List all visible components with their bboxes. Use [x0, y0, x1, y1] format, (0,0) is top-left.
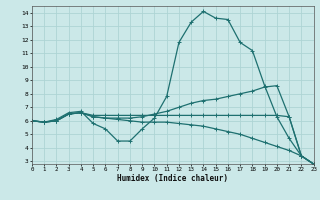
X-axis label: Humidex (Indice chaleur): Humidex (Indice chaleur) — [117, 174, 228, 183]
